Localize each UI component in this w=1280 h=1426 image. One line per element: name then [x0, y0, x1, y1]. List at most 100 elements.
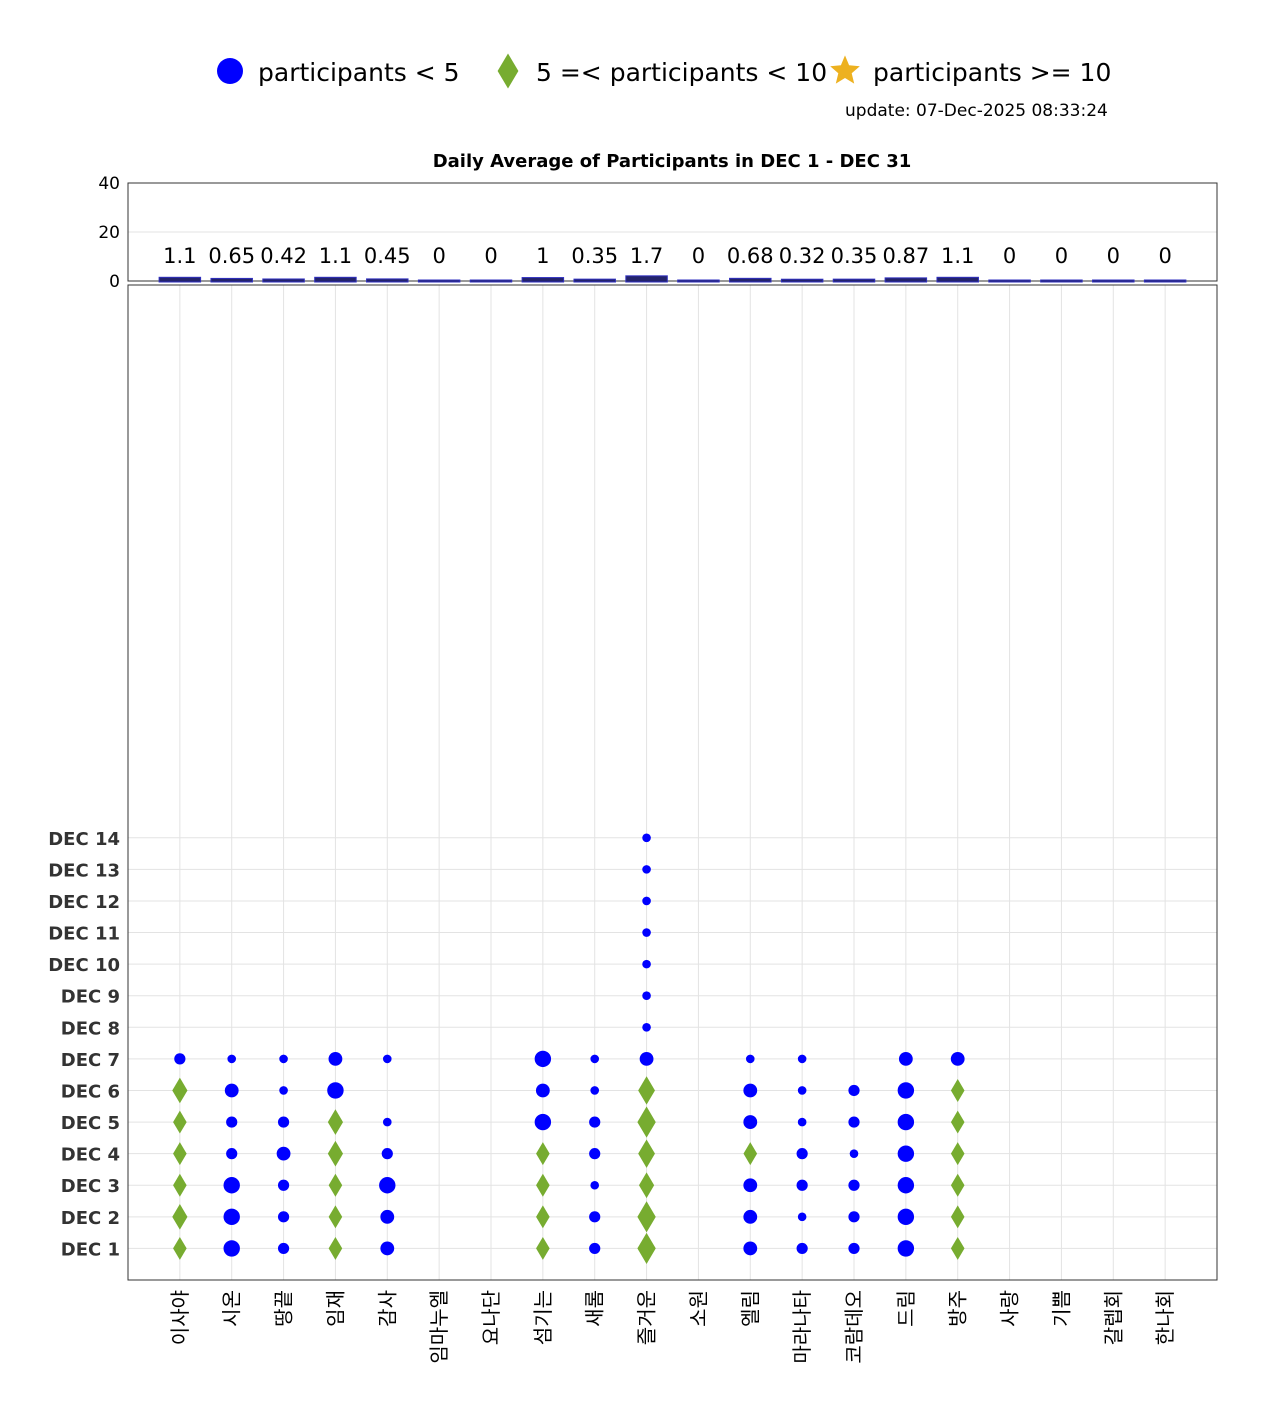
x-tick-label: 마라나타: [790, 1290, 814, 1364]
data-point: [897, 1145, 915, 1162]
data-label: 0: [432, 244, 445, 268]
bar: [1143, 279, 1187, 283]
data-point: [327, 1140, 344, 1167]
legend-label: participants >= 10: [873, 58, 1111, 87]
y-tick-label: 20: [98, 223, 120, 243]
data-label: 0: [484, 244, 497, 268]
x-tick-label: 기쁨: [1049, 1290, 1073, 1327]
x-tick-label: 엘림: [738, 1290, 762, 1327]
x-tick-label: 갈렙회: [1101, 1290, 1125, 1345]
data-label: 0.87: [882, 244, 929, 268]
bar: [625, 275, 668, 283]
data-point: [743, 1142, 758, 1166]
data-label: 1.1: [163, 244, 196, 268]
data-point: [535, 1083, 550, 1098]
data-point: [743, 1083, 758, 1098]
x-tick-label: 한나회: [1153, 1290, 1177, 1345]
data-point: [590, 1086, 600, 1095]
data-label: 0.68: [727, 244, 774, 268]
data-point: [642, 896, 651, 906]
y-tick-label: DEC 2: [61, 1208, 120, 1229]
y-tick-label: DEC 1: [61, 1239, 120, 1260]
x-tick-label: 새롬: [583, 1290, 607, 1327]
bar: [729, 277, 772, 283]
data-label: 1: [536, 244, 549, 268]
data-point: [849, 1149, 859, 1158]
bar: [884, 277, 928, 283]
data-label: 0: [1003, 244, 1016, 268]
data-point: [226, 1116, 238, 1128]
data-label: 0.35: [831, 244, 878, 268]
data-point: [642, 928, 651, 937]
x-tick-label: 요나단: [479, 1290, 503, 1345]
data-point: [173, 1236, 187, 1260]
data-point: [277, 1116, 290, 1128]
data-point: [380, 1241, 395, 1256]
bar: [988, 279, 1031, 283]
data-label: 1.1: [319, 244, 352, 268]
data-point: [950, 1079, 965, 1102]
bar: [262, 278, 305, 283]
data-point: [381, 1148, 393, 1160]
data-point: [223, 1208, 240, 1226]
data-point: [172, 1204, 188, 1230]
bar: [832, 278, 876, 283]
data-point: [382, 1054, 392, 1064]
bar: [1092, 279, 1135, 283]
data-label: 0: [1055, 244, 1068, 268]
x-tick-label: 드림: [894, 1290, 918, 1327]
data-point: [223, 1177, 240, 1194]
data-point: [638, 1076, 655, 1105]
data-point: [277, 1179, 290, 1191]
data-point: [328, 1236, 343, 1260]
data-point: [224, 1083, 239, 1098]
x-tick-label: 소원: [686, 1290, 710, 1327]
data-point: [950, 1051, 965, 1066]
data-point: [589, 1116, 601, 1128]
data-point: [796, 1242, 808, 1255]
data-point: [848, 1179, 860, 1191]
y-tick-label: DEC 4: [61, 1145, 120, 1166]
data-point: [797, 1117, 807, 1127]
legend-label: 5 =< participants < 10: [536, 58, 827, 87]
data-point: [642, 1023, 651, 1032]
plot-frame: [127, 182, 1218, 282]
data-label: 0: [692, 244, 705, 268]
y-tick-label: DEC 5: [61, 1113, 120, 1134]
data-point: [848, 1211, 860, 1223]
data-point: [745, 1054, 755, 1064]
y-tick-label: DEC 7: [61, 1050, 120, 1071]
bar: [1040, 279, 1083, 283]
data-point: [380, 1209, 395, 1224]
data-point: [637, 1106, 656, 1138]
data-point: [534, 1113, 552, 1131]
data-point: [328, 1173, 343, 1197]
data-point: [227, 1054, 237, 1064]
data-point: [328, 1205, 343, 1229]
bar: [314, 276, 357, 283]
x-tick-label: 사랑: [998, 1290, 1022, 1327]
data-label: 0.45: [364, 244, 411, 268]
data-point: [642, 959, 651, 969]
data-label: 0: [1158, 244, 1171, 268]
data-point: [743, 1115, 758, 1129]
data-point: [797, 1212, 807, 1222]
data-point: [536, 1173, 550, 1197]
bar: [573, 278, 616, 283]
x-tick-label: 섬기는: [531, 1290, 555, 1345]
data-point: [637, 1232, 656, 1264]
data-point: [796, 1179, 808, 1191]
bar: [677, 279, 720, 283]
data-label: 0.35: [571, 244, 618, 268]
data-point: [897, 1208, 915, 1226]
data-point: [382, 1117, 392, 1127]
data-point: [950, 1205, 965, 1229]
data-point: [950, 1173, 965, 1197]
data-point: [226, 1148, 238, 1160]
x-tick-label: 방주: [946, 1290, 970, 1327]
data-point: [637, 1201, 656, 1233]
data-point: [848, 1242, 860, 1255]
data-label: 0: [1107, 244, 1120, 268]
y-tick-label: 40: [98, 174, 120, 194]
